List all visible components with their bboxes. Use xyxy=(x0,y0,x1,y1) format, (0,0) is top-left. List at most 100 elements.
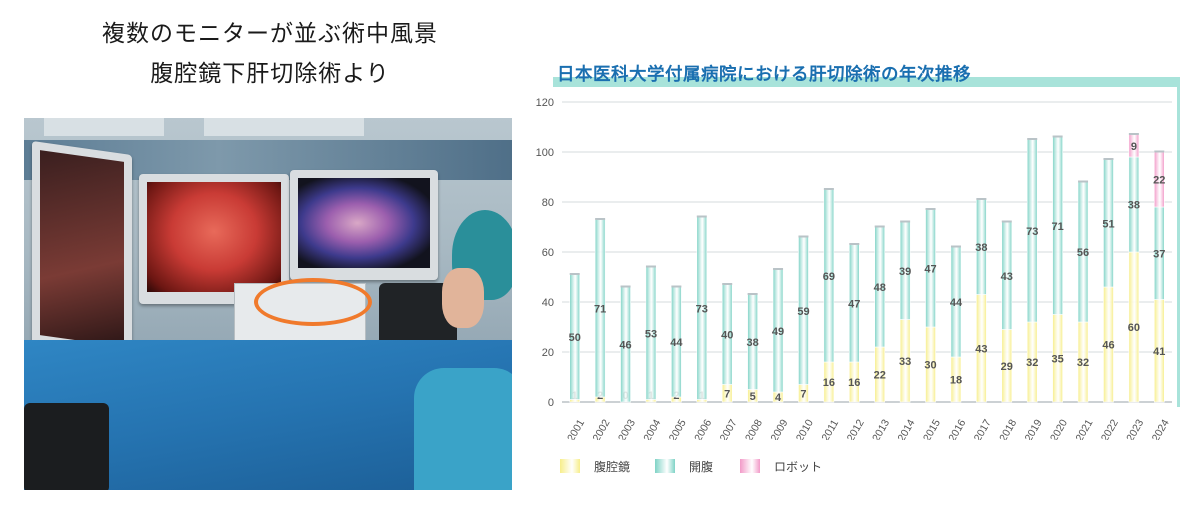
x-tick-label: 2006 xyxy=(692,417,714,440)
x-tick-label: 2002 xyxy=(590,417,612,440)
bar-cap xyxy=(900,220,911,223)
bar-cap xyxy=(671,285,682,288)
data-label: 59 xyxy=(797,306,809,318)
bar-cap xyxy=(645,265,656,268)
x-tick-label: 2010 xyxy=(794,417,816,440)
bar-cap xyxy=(696,215,707,218)
x-tick-label: 2021 xyxy=(1073,417,1095,440)
x-tick-label: 2004 xyxy=(641,417,663,440)
x-tick-label: 2022 xyxy=(1099,417,1121,440)
data-label: 71 xyxy=(1052,221,1064,233)
chart-title-wrap: 日本医科大学付属病院における肝切除術の年次推移 xyxy=(553,63,1180,87)
x-tick-label: 2011 xyxy=(819,418,841,440)
bar-cap xyxy=(1103,158,1114,160)
data-label: 44 xyxy=(670,337,683,349)
data-label: 49 xyxy=(772,326,784,338)
data-label: 29 xyxy=(1001,361,1013,373)
chart-title: 日本医科大学付属病院における肝切除術の年次推移 xyxy=(557,65,971,85)
data-label: 48 xyxy=(874,282,886,294)
bar-cap xyxy=(874,225,885,228)
data-label: 38 xyxy=(975,242,987,254)
photo-ceiling-panel xyxy=(44,118,164,136)
bar-cap xyxy=(1078,180,1089,183)
data-label: 46 xyxy=(619,340,631,352)
monitor-navigation-screen xyxy=(298,178,430,268)
bar-cap xyxy=(798,235,809,238)
data-label: 39 xyxy=(899,266,911,278)
data-label: 38 xyxy=(747,337,759,349)
monitor-laparoscope xyxy=(139,174,289,304)
x-tick-label: 2016 xyxy=(946,417,968,440)
data-label: 51 xyxy=(1102,218,1114,230)
surgeon-face xyxy=(442,268,484,328)
y-tick-label: 120 xyxy=(536,97,554,109)
bar-cap xyxy=(925,208,936,210)
monitor-laparoscope-screen xyxy=(147,182,281,292)
monitor-navigation xyxy=(290,170,438,280)
legend-swatch-robot xyxy=(740,459,760,473)
data-label: 9 xyxy=(1131,141,1137,153)
orange-hose xyxy=(254,278,372,326)
data-label: 7 xyxy=(724,388,730,400)
data-label: 7 xyxy=(800,388,806,400)
bar-cap xyxy=(823,188,834,190)
bar-cap xyxy=(1027,138,1038,140)
legend-label-robot: ロボット xyxy=(774,460,823,474)
data-label: 38 xyxy=(1128,200,1140,212)
data-label: 18 xyxy=(950,375,962,387)
x-tick-label: 2003 xyxy=(616,417,638,440)
bar-cap xyxy=(1001,220,1012,223)
bar-cap xyxy=(595,218,606,220)
data-label: 32 xyxy=(1077,357,1089,369)
bar-cap xyxy=(1128,133,1139,135)
caption-line-2: 腹腔鏡下肝切除術より xyxy=(150,61,390,87)
data-label: 32 xyxy=(1026,357,1038,369)
data-label: 37 xyxy=(1153,248,1165,260)
data-label: 33 xyxy=(899,356,911,368)
x-tick-label: 2019 xyxy=(1023,417,1045,440)
data-label: 73 xyxy=(696,303,708,315)
legend-label-laparoscopic: 腹腔鏡 xyxy=(594,460,631,474)
y-tick-label: 100 xyxy=(536,147,554,159)
data-label: 47 xyxy=(924,263,936,275)
data-label: 5 xyxy=(750,391,756,403)
chart-frame-right xyxy=(1177,77,1180,407)
data-label: 60 xyxy=(1128,322,1140,334)
bar-cap xyxy=(747,293,758,295)
bar-cap xyxy=(1052,135,1063,138)
x-tick-label: 2012 xyxy=(845,417,867,440)
bar-cap xyxy=(976,198,987,200)
x-tick-label: 2020 xyxy=(1048,417,1070,440)
data-label: 44 xyxy=(950,297,963,309)
data-label: 69 xyxy=(823,271,835,283)
monitor-left xyxy=(32,140,132,361)
x-tick-label: 2023 xyxy=(1124,417,1146,440)
monitor-left-screen xyxy=(40,150,124,347)
data-label: 41 xyxy=(1153,346,1165,358)
data-label: 53 xyxy=(645,328,657,340)
bar-cap xyxy=(773,268,784,270)
bar-chart: 0204060801001201502001271200204620031532… xyxy=(536,97,1172,440)
x-tick-label: 2017 xyxy=(972,417,994,440)
photo-ceiling-panel xyxy=(204,118,364,136)
bar-cap xyxy=(620,285,631,288)
data-label: 73 xyxy=(1026,226,1038,238)
data-label: 4 xyxy=(775,392,782,404)
data-label: 46 xyxy=(1102,340,1114,352)
data-label: 16 xyxy=(823,377,835,389)
y-tick-label: 20 xyxy=(542,347,554,359)
data-label: 43 xyxy=(1001,271,1013,283)
legend-swatch-open xyxy=(655,459,675,473)
data-label: 43 xyxy=(975,343,987,355)
data-label: 47 xyxy=(848,298,860,310)
data-label: 22 xyxy=(874,370,886,382)
legend-swatch-laparoscopic xyxy=(560,459,580,473)
chart-title-bar xyxy=(553,77,1180,87)
bar-cap xyxy=(950,245,961,248)
x-tick-label: 2001 xyxy=(565,417,587,440)
data-label: 50 xyxy=(569,332,581,344)
x-tick-label: 2007 xyxy=(718,417,740,440)
operating-room-photo xyxy=(24,118,512,490)
bar-cap xyxy=(1154,150,1165,153)
data-label: 30 xyxy=(924,360,936,372)
